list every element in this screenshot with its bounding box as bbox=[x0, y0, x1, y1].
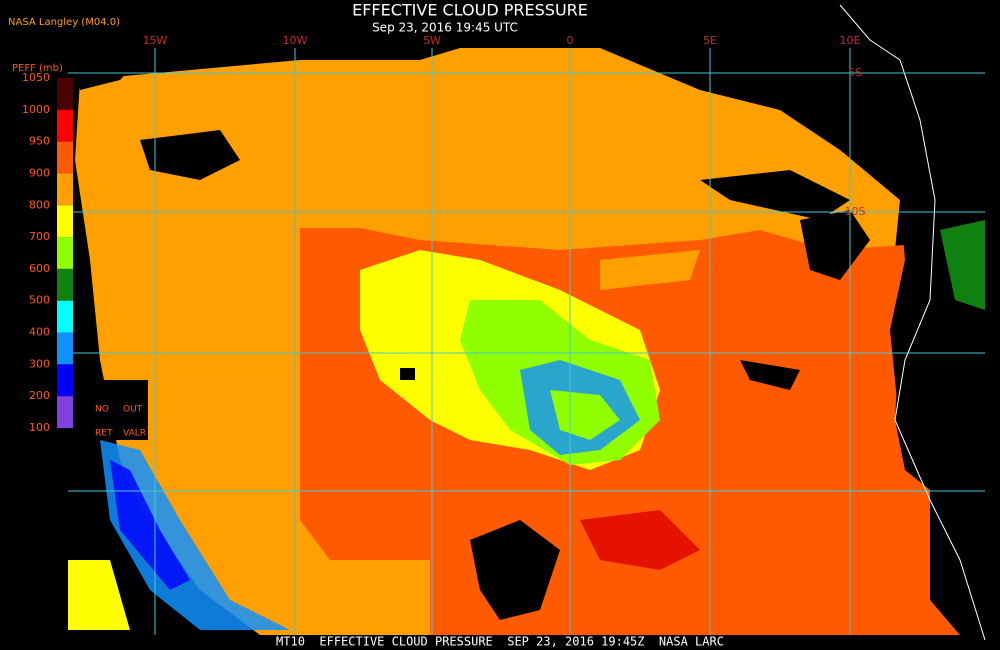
longitude-label: 5E bbox=[703, 34, 717, 47]
legend-tick-label: 300 bbox=[29, 357, 50, 370]
longitude-label: 10W bbox=[283, 34, 308, 47]
legend-tick-label: 1050 bbox=[22, 71, 50, 84]
legend-tick-label: 900 bbox=[29, 166, 50, 179]
legend-swatch bbox=[57, 268, 73, 301]
legend-swatch bbox=[57, 205, 73, 238]
subtitle: Sep 23, 2016 19:45 UTC bbox=[372, 21, 518, 35]
legend-note: NO bbox=[95, 405, 109, 415]
legend-swatch bbox=[57, 300, 73, 333]
graticule: 15W 10W 5W 0 5E 10E 5S 10S bbox=[68, 34, 985, 635]
legend-tick-label: 950 bbox=[29, 135, 50, 148]
title: EFFECTIVE CLOUD PRESSURE bbox=[352, 1, 588, 20]
legend-swatch bbox=[57, 396, 73, 428]
source: NASA Langley (M04.0) bbox=[8, 17, 120, 28]
legend: 1050 1000 950 900 800 700 600 500 400 300 200 100 NO… bbox=[22, 71, 146, 439]
legend-title: PEFF (mb) bbox=[12, 63, 63, 74]
latitude-label: 10S bbox=[845, 205, 866, 218]
legend-tick-label: 700 bbox=[29, 230, 50, 243]
footer: MT10 EFFECTIVE CLOUD PRESSURE SEP 23, 20… bbox=[276, 635, 724, 649]
legend-tick-label: 200 bbox=[29, 389, 50, 402]
legend-notes-box bbox=[80, 380, 148, 440]
legend-note: OUT bbox=[123, 405, 143, 415]
legend-note: VALR bbox=[123, 429, 146, 439]
legend-tick-label: 600 bbox=[29, 262, 50, 275]
legend-tick-label: 500 bbox=[29, 294, 50, 307]
legend-swatch bbox=[57, 173, 73, 206]
legend-swatch bbox=[57, 237, 73, 269]
legend-tick-label: 800 bbox=[29, 198, 50, 211]
legend-swatch bbox=[57, 109, 73, 142]
longitude-label: 0 bbox=[567, 34, 574, 47]
legend-swatch bbox=[57, 141, 73, 174]
latitude-label: 5S bbox=[848, 66, 862, 79]
legend-swatch bbox=[57, 78, 73, 110]
longitude-label: 15W bbox=[143, 34, 168, 47]
legend-tick-label: 1000 bbox=[22, 103, 50, 116]
legend-note: RET bbox=[95, 429, 113, 439]
legend-tick-label: 100 bbox=[29, 421, 50, 434]
legend-swatch bbox=[57, 364, 73, 397]
legend-swatch bbox=[57, 332, 73, 365]
longitude-label: 10E bbox=[840, 34, 861, 47]
cloud-map bbox=[68, 4, 986, 641]
longitude-label: 5W bbox=[423, 34, 441, 47]
legend-tick-label: 400 bbox=[29, 326, 50, 339]
